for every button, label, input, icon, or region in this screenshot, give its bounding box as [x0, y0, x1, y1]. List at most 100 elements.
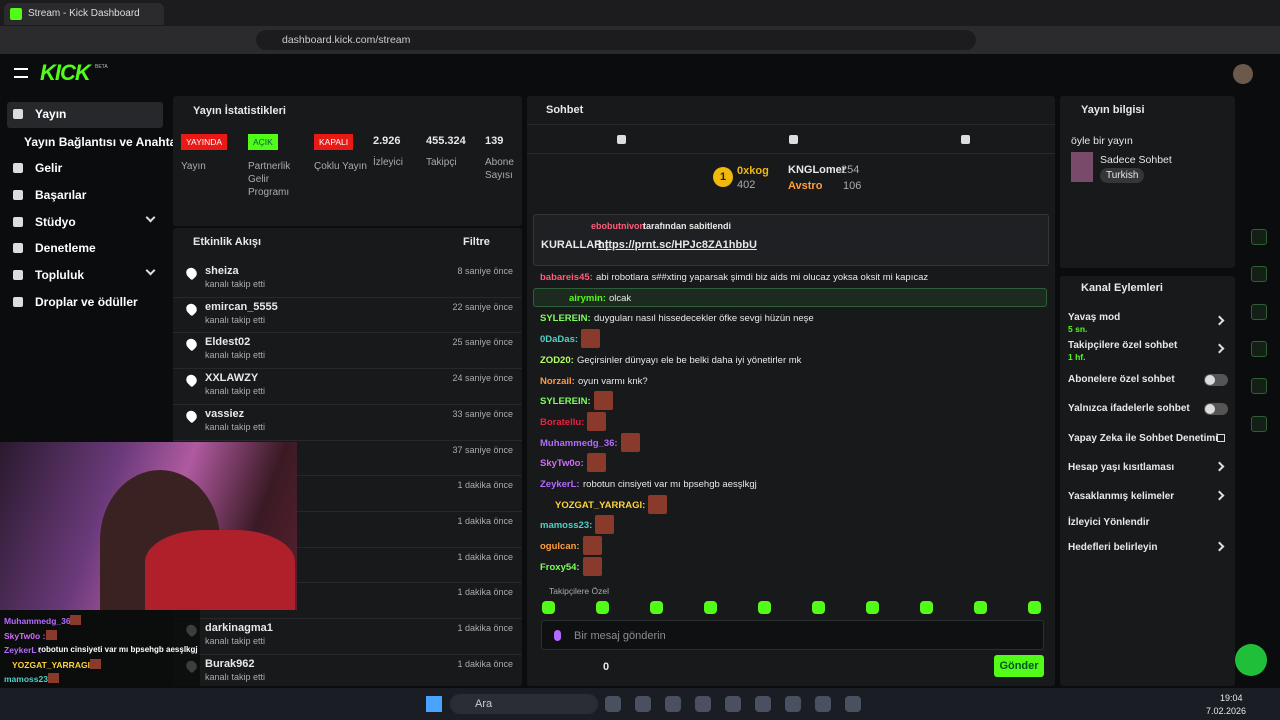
emote-bar-item[interactable]: [812, 601, 825, 614]
rail-icon[interactable]: [1251, 341, 1267, 357]
rail-icon[interactable]: [1251, 266, 1267, 282]
chevron[interactable]: [1214, 461, 1225, 472]
taskbar-app[interactable]: [755, 696, 771, 712]
filter-button[interactable]: Filtre: [463, 236, 490, 248]
event-action: kanalı takip etti: [205, 279, 266, 289]
chat-user[interactable]: ZeykerL:: [540, 479, 580, 490]
chevron: [145, 265, 156, 276]
rail-icon[interactable]: [1251, 416, 1267, 432]
sidebar-icon: [13, 163, 23, 173]
taskbar-app[interactable]: [785, 696, 801, 712]
action-label[interactable]: İzleyici Yönlendir: [1068, 517, 1150, 528]
sidebar-item[interactable]: Stüdyo: [35, 215, 76, 229]
chat-user[interactable]: ZOD20:: [540, 354, 574, 366]
send-button[interactable]: Gönder: [994, 655, 1044, 677]
start-button[interactable]: [426, 696, 442, 712]
emote-bar-item[interactable]: [1028, 601, 1041, 614]
taskbar-app[interactable]: [695, 696, 711, 712]
sidebar-item[interactable]: Denetleme: [35, 241, 96, 255]
tab-title: Stream - Kick Dashboard: [28, 8, 140, 19]
chat-user[interactable]: SYLEREIN:: [540, 396, 591, 408]
rail-icon[interactable]: [1251, 304, 1267, 320]
rail-icon[interactable]: [1251, 229, 1267, 245]
event-name: sheiza: [205, 265, 239, 277]
chat-user[interactable]: 0DaDas:: [540, 334, 579, 346]
sidebar-item[interactable]: Yayın Bağlantısı ve Anahtarı: [24, 135, 185, 149]
tab[interactable]: Stream - Kick Dashboard: [4, 3, 164, 25]
url-field[interactable]: dashboard.kick.com/stream: [256, 30, 976, 50]
event-time: 1 dakika önce: [457, 587, 513, 598]
toolbar-icon[interactable]: [617, 135, 626, 144]
chat-user[interactable]: Boratellu:: [540, 416, 585, 428]
chat-user[interactable]: mamoss23:: [540, 520, 593, 532]
action-label[interactable]: Abonelere özel sohbet: [1068, 374, 1175, 385]
rail-icon[interactable]: [1251, 143, 1267, 159]
action-label[interactable]: Yalnızca ifadelerle sohbet: [1068, 403, 1190, 414]
chat-user[interactable]: airymin:: [569, 292, 606, 304]
emote-bar-item[interactable]: [866, 601, 879, 614]
taskbar-app[interactable]: [845, 696, 861, 712]
stream-info-panel: Yayın bilgisi öyle bir yayın Sadece Sohbet…: [1060, 96, 1235, 268]
panel-title: Sohbet: [546, 104, 584, 116]
toggle[interactable]: [1204, 374, 1228, 386]
emote-bar-item[interactable]: [758, 601, 771, 614]
emote-bar-item[interactable]: [542, 601, 555, 614]
action-label[interactable]: Hedefleri belirleyin: [1068, 542, 1158, 553]
chevron[interactable]: [1214, 490, 1225, 501]
chat-user[interactable]: Norzail:: [540, 375, 575, 387]
action-label[interactable]: Hesap yaşı kısıtlaması: [1068, 462, 1175, 473]
chat-user[interactable]: SkyTw0o:: [540, 458, 584, 470]
toggle[interactable]: [1204, 403, 1228, 415]
chat-user[interactable]: YOZGAT_YARRAGI:: [555, 499, 646, 511]
action-label[interactable]: Yasaklanmış kelimeler: [1068, 491, 1175, 502]
toolbar-icon[interactable]: [961, 135, 970, 144]
chat-user[interactable]: ogulcan:: [540, 541, 580, 553]
chat-user[interactable]: SYLEREIN:: [540, 313, 591, 325]
rail-icon[interactable]: [1251, 191, 1267, 207]
sidebar-item[interactable]: Gelir: [35, 161, 63, 175]
taskbar-app[interactable]: [665, 696, 681, 712]
overlay-user: SkyTw0o :: [4, 630, 46, 641]
clock-date: 7.02.2026: [1206, 706, 1247, 716]
sidebar-item[interactable]: Droplar ve ödüller: [35, 295, 138, 309]
chevron: [145, 212, 156, 223]
chevron[interactable]: [1214, 541, 1225, 552]
chat-user[interactable]: Froxy54:: [540, 561, 580, 573]
emote-bar-item[interactable]: [650, 601, 663, 614]
pinned-link[interactable]: https://prnt.sc/HPJc8ZA1hbbU: [598, 239, 757, 251]
overlay-text: robotun cinsiyeti var mı bpsehgb aesşlkg…: [38, 645, 198, 654]
taskbar-app[interactable]: [815, 696, 831, 712]
overlay-user: mamoss23 :: [4, 674, 54, 684]
action-label[interactable]: Yavaş mod: [1068, 312, 1121, 323]
menu-icon[interactable]: [14, 68, 28, 78]
chat-user[interactable]: Muhammedg_36:: [540, 437, 618, 449]
taskbar-search[interactable]: Ara: [450, 694, 598, 714]
sidebar-item[interactable]: Topluluk: [35, 268, 85, 282]
chevron[interactable]: [1214, 315, 1225, 326]
help-button[interactable]: [1235, 644, 1267, 676]
rail-icon[interactable]: [1251, 453, 1267, 469]
action-label[interactable]: Takipçilere özel sohbet: [1068, 340, 1178, 351]
taskbar-app[interactable]: [635, 696, 651, 712]
status-badge: YAYINDA: [181, 134, 228, 150]
chat-input[interactable]: Bir mesaj gönderin: [541, 620, 1044, 650]
avatar[interactable]: [1233, 64, 1253, 84]
sidebar-item[interactable]: Başarılar: [35, 188, 87, 202]
panel-title: Yayın bilgisi: [1081, 104, 1145, 116]
emote-bar-item[interactable]: [596, 601, 609, 614]
leader-name: 0xkog: [737, 165, 769, 177]
heart-icon: [184, 265, 199, 281]
action-label[interactable]: Yapay Zeka ile Sohbet Denetimi: [1068, 433, 1219, 444]
chevron[interactable]: [1214, 343, 1225, 354]
rail-icon[interactable]: [1251, 106, 1267, 122]
emote-bar-item[interactable]: [920, 601, 933, 614]
toolbar-icon[interactable]: [789, 135, 798, 144]
emote: [587, 411, 606, 431]
taskbar-app[interactable]: [725, 696, 741, 712]
emote-bar-item[interactable]: [704, 601, 717, 614]
emote-bar-item[interactable]: [974, 601, 987, 614]
sidebar-item[interactable]: Yayın: [35, 107, 67, 121]
chat-user[interactable]: babareis45:: [540, 272, 593, 283]
taskbar-app[interactable]: [605, 696, 621, 712]
rail-icon[interactable]: [1251, 378, 1267, 394]
